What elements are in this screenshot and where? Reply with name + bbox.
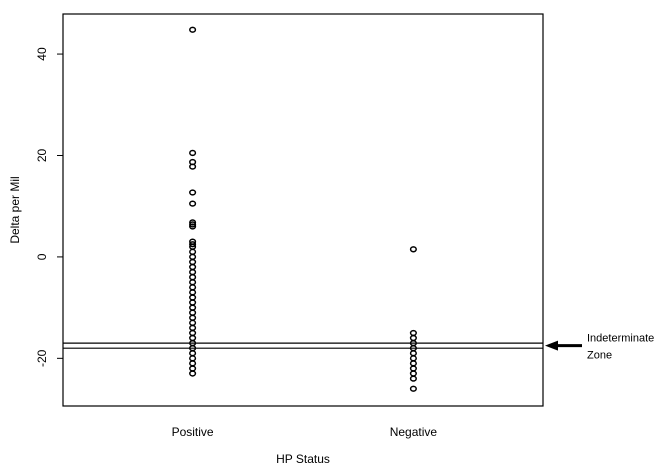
- y-tick-label: -20: [35, 349, 49, 367]
- point: [189, 334, 197, 342]
- point: [189, 314, 197, 321]
- point: [189, 253, 197, 261]
- y-axis-label: Delta per Mil: [8, 176, 22, 243]
- annotation: Indeterminate: [587, 333, 654, 345]
- point: [409, 329, 417, 337]
- point: [189, 26, 197, 33]
- point: [409, 246, 417, 253]
- y-tick-label: 0: [35, 253, 49, 260]
- point: [189, 370, 197, 377]
- point: [189, 241, 197, 248]
- point: [189, 319, 197, 326]
- y-tick-label: 40: [35, 47, 49, 61]
- point: [189, 200, 197, 207]
- point: [189, 355, 197, 362]
- point: [189, 360, 197, 367]
- point: [189, 365, 197, 372]
- point: [189, 350, 197, 357]
- annotation: Zone: [587, 350, 612, 362]
- point: [189, 324, 197, 332]
- arrow-head: [545, 340, 558, 351]
- point: [189, 149, 197, 157]
- point: [189, 299, 197, 306]
- point: [189, 163, 197, 170]
- point: [189, 274, 197, 281]
- point: [409, 370, 417, 377]
- plot-frame: [62, 13, 544, 407]
- point: [409, 350, 417, 357]
- point: [189, 263, 197, 271]
- point: [189, 223, 197, 230]
- point: [409, 365, 417, 372]
- point: [409, 385, 417, 392]
- point: [409, 355, 417, 362]
- y-tick-label: 20: [35, 148, 49, 162]
- point: [189, 189, 197, 196]
- x-tick-label: Negative: [390, 425, 438, 439]
- x-axis-label: HP Status: [276, 452, 330, 466]
- point: [409, 334, 417, 342]
- point: [189, 284, 197, 291]
- point: [409, 360, 417, 367]
- point: [189, 248, 197, 255]
- point: [189, 268, 197, 276]
- x-tick-label: Positive: [172, 425, 214, 439]
- point: [189, 279, 197, 286]
- point: [189, 258, 197, 266]
- point: [189, 294, 197, 301]
- point: [189, 309, 197, 316]
- point: [189, 329, 197, 337]
- point: [189, 304, 197, 311]
- point: [409, 375, 417, 382]
- point: [189, 289, 197, 296]
